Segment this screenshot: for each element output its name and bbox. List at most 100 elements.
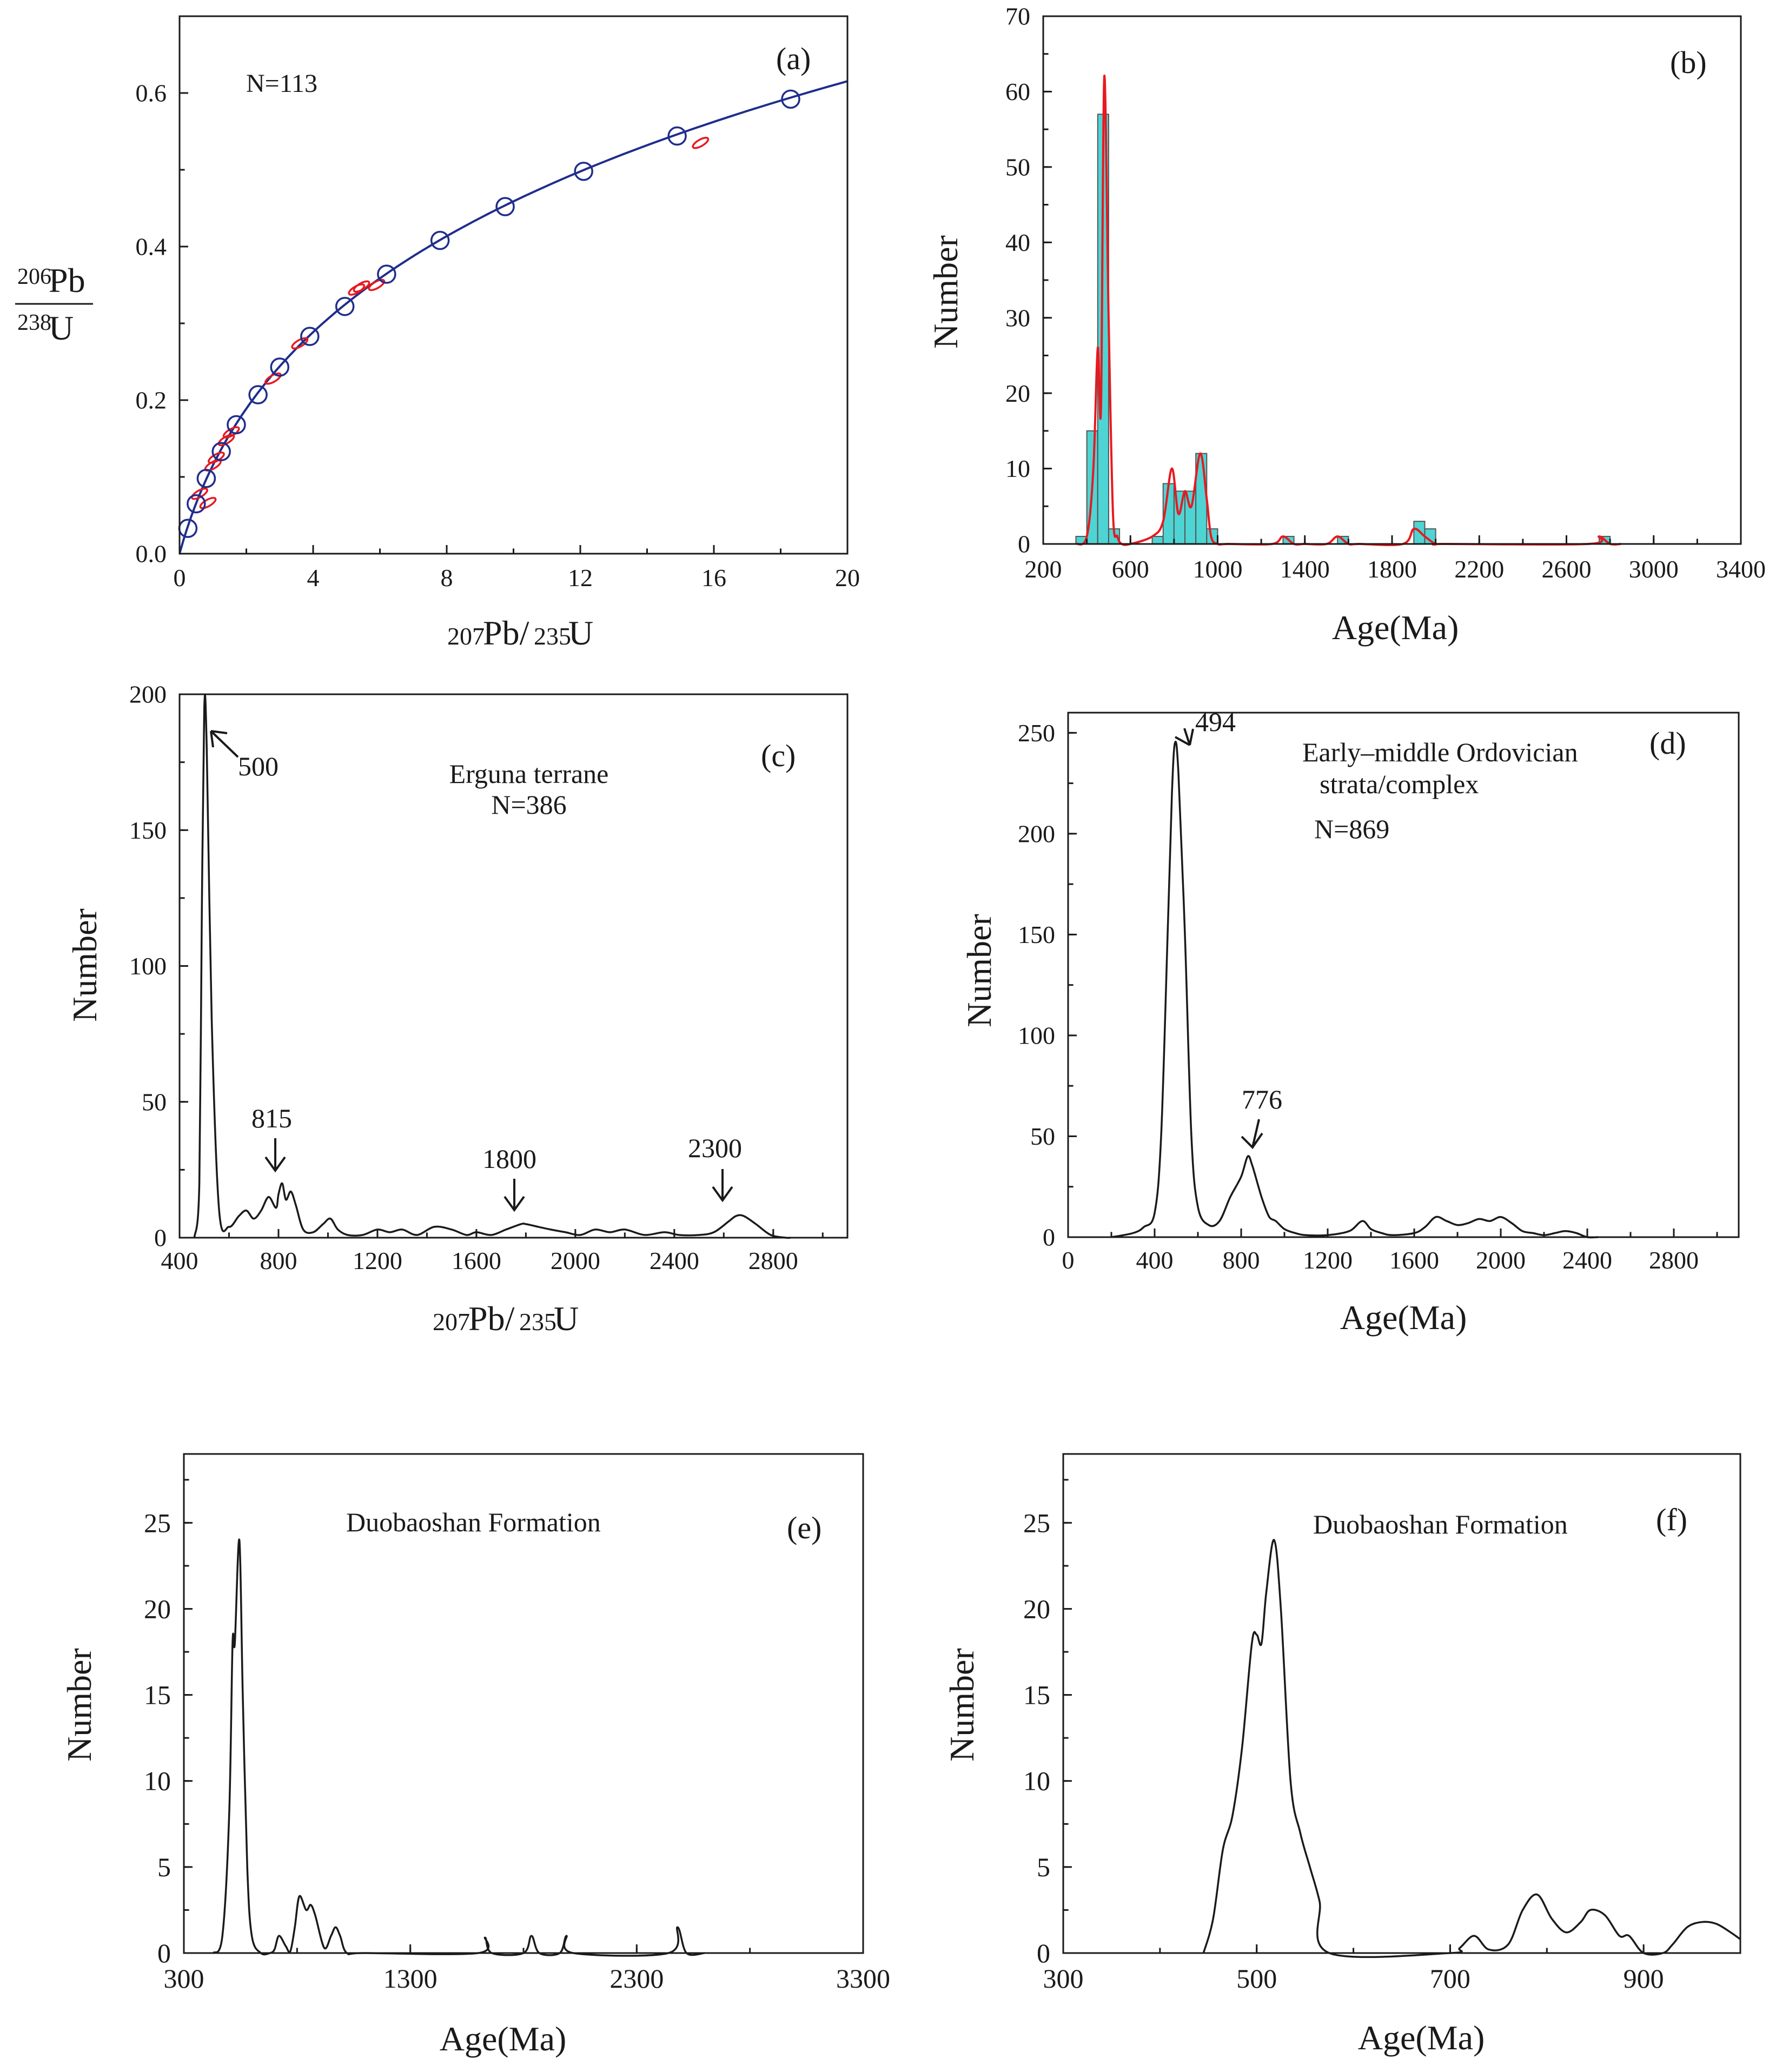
x-label-u235-superscript: 235 [534,622,571,650]
panel-b-x-axis-label: Age(Ma) [1332,608,1459,647]
panel-f-y-axis-label: Number [943,1648,981,1762]
y-tick-label: 0 [157,1938,171,1968]
age-distribution-curve [1111,740,1599,1239]
panel-d-plot [1111,740,1599,1239]
concordia-age-marker [667,126,687,146]
concordia-age-marker [430,230,450,250]
x-tick-label: 16 [701,564,726,592]
peak-label-815: 815 [251,1103,292,1133]
x-tick-label: 3000 [1629,555,1679,583]
panel-d-frame [1067,712,1740,1238]
x-tick-label: 12 [568,564,593,592]
y-tick-label: 200 [129,681,167,708]
panel-f-label: (f) [1656,1502,1687,1537]
y-tick-label: 25 [144,1507,171,1538]
x-tick-label: 900 [1624,1963,1664,1994]
concordia-age-marker [227,415,246,435]
x-tick-label: 200 [1025,555,1062,583]
x-tick-label: 500 [1236,1963,1277,1994]
panel-d-title-line-2: strata/complex [1320,769,1479,799]
x-tick-label: 2400 [650,1247,699,1274]
y-tick-label: 60 [1005,78,1030,105]
y-tick-label: 0.6 [136,79,167,107]
concordia-age-marker [270,357,289,377]
panel-c-title: Erguna terrane [449,759,609,789]
panel-a-x-axis-label: 207 Pb/ 235 U [447,614,593,652]
x-tick-label: 2800 [1649,1246,1699,1274]
panel-c-sample-count: N=386 [491,789,566,820]
y-label-u238-superscript: 238 [17,310,51,335]
x-label-pb207-superscript: 207 [447,622,485,650]
panel-b-frame [1042,15,1742,545]
analysis-error-ellipse [291,337,309,350]
panel-d-y-axis-label: Number [960,914,998,1027]
x-tick-label: 2000 [1476,1246,1526,1274]
y-tick-label: 100 [129,952,167,980]
panel-e-plot [212,1538,705,1957]
y-tick-label: 20 [144,1593,171,1624]
y-tick-label: 0 [1037,1938,1050,1968]
y-tick-label: 50 [1005,153,1030,181]
y-tick-label: 15 [1023,1680,1050,1710]
x-tick-label: 3400 [1716,555,1766,583]
x-tick-label: 1800 [1367,555,1417,583]
panel-b-plot [1075,74,1621,547]
panel-a-plot [178,80,847,554]
peak-arrow-494 [1175,728,1194,746]
x-tick-label: 800 [1223,1246,1260,1274]
concordia-age-marker [187,494,206,514]
panel-b-label: (b) [1670,45,1707,80]
panel-c: 400 800 1200 1600 2000 2400 2800 0 50 100 150 200 E… [65,681,849,1338]
panel-f-title: Duobaoshan Formation [1313,1509,1568,1539]
x-tick-label: 1200 [353,1247,402,1274]
probability-density-curve [1075,74,1621,547]
y-tick-label: 0 [154,1224,167,1252]
x-tick-label: 600 [1112,555,1149,583]
panel-d-title-line-1: Early–middle Ordovician [1302,737,1578,767]
panel-c-plot [193,694,791,1239]
y-tick-label: 50 [1030,1123,1055,1150]
age-distribution-curve [193,694,791,1239]
y-label-u238-text: U [49,309,74,347]
panel-e-y-axis-label: Number [60,1648,98,1762]
x-tick-label: 2400 [1562,1246,1612,1274]
y-tick-label: 0 [1043,1224,1055,1251]
x-tick-label: 300 [1043,1963,1084,1994]
concordia-age-marker [335,297,355,316]
concordia-age-marker [300,327,320,346]
x-tick-label: 700 [1430,1963,1470,1994]
panel-f-frame [1062,1453,1741,1954]
peak-arrow-2300 [712,1169,733,1203]
histogram-bar [1184,490,1197,545]
y-label-pb206-text: Pb [49,261,85,300]
panel-d: 0 400 800 1200 1600 2000 2400 2800 0 50 100 150 200 2… [960,707,1740,1337]
x-tick-label: 800 [260,1247,297,1274]
panel-c-x-axis-label: 207 Pb/ 235 U [433,1299,579,1338]
x-tick-label: 2600 [1542,555,1592,583]
panel-d-x-axis-label: Age(Ma) [1340,1298,1467,1337]
y-tick-label: 30 [1005,304,1030,331]
y-tick-label: 40 [1005,229,1030,256]
y-tick-label: 5 [1037,1852,1050,1882]
panel-e-axes: 300 1300 2300 3300 0 5 10 15 20 25 [144,1479,890,1994]
histogram-bar [1151,536,1164,544]
y-tick-label: 0.4 [136,233,167,261]
panel-a-sample-count: N=113 [246,69,317,98]
y-tick-label: 70 [1005,3,1030,30]
concordia-age-marker [248,385,268,404]
analysis-error-ellipse [692,137,710,149]
panel-d-axes: 0 400 800 1200 1600 2000 2400 2800 0 50 100 150 200 2… [1018,719,1718,1274]
panel-e-label: (e) [787,1510,821,1545]
concordia-age-marker [196,469,216,488]
panel-e: 300 1300 2300 3300 0 5 10 15 20 25 Duobaoshan For… [60,1453,890,2058]
analysis-error-ellipse [199,496,217,509]
x-tick-label: 2000 [551,1247,600,1274]
peak-label-776: 776 [1242,1084,1282,1114]
panel-d-label: (d) [1649,726,1686,761]
x-label-u235-text: U [554,1299,579,1338]
panel-f: 300 500 700 900 0 5 10 15 20 25 Duobaoshan Format… [943,1453,1741,2057]
y-tick-label: 100 [1018,1022,1055,1050]
x-tick-label: 1600 [452,1247,501,1274]
y-tick-label: 200 [1018,820,1055,847]
